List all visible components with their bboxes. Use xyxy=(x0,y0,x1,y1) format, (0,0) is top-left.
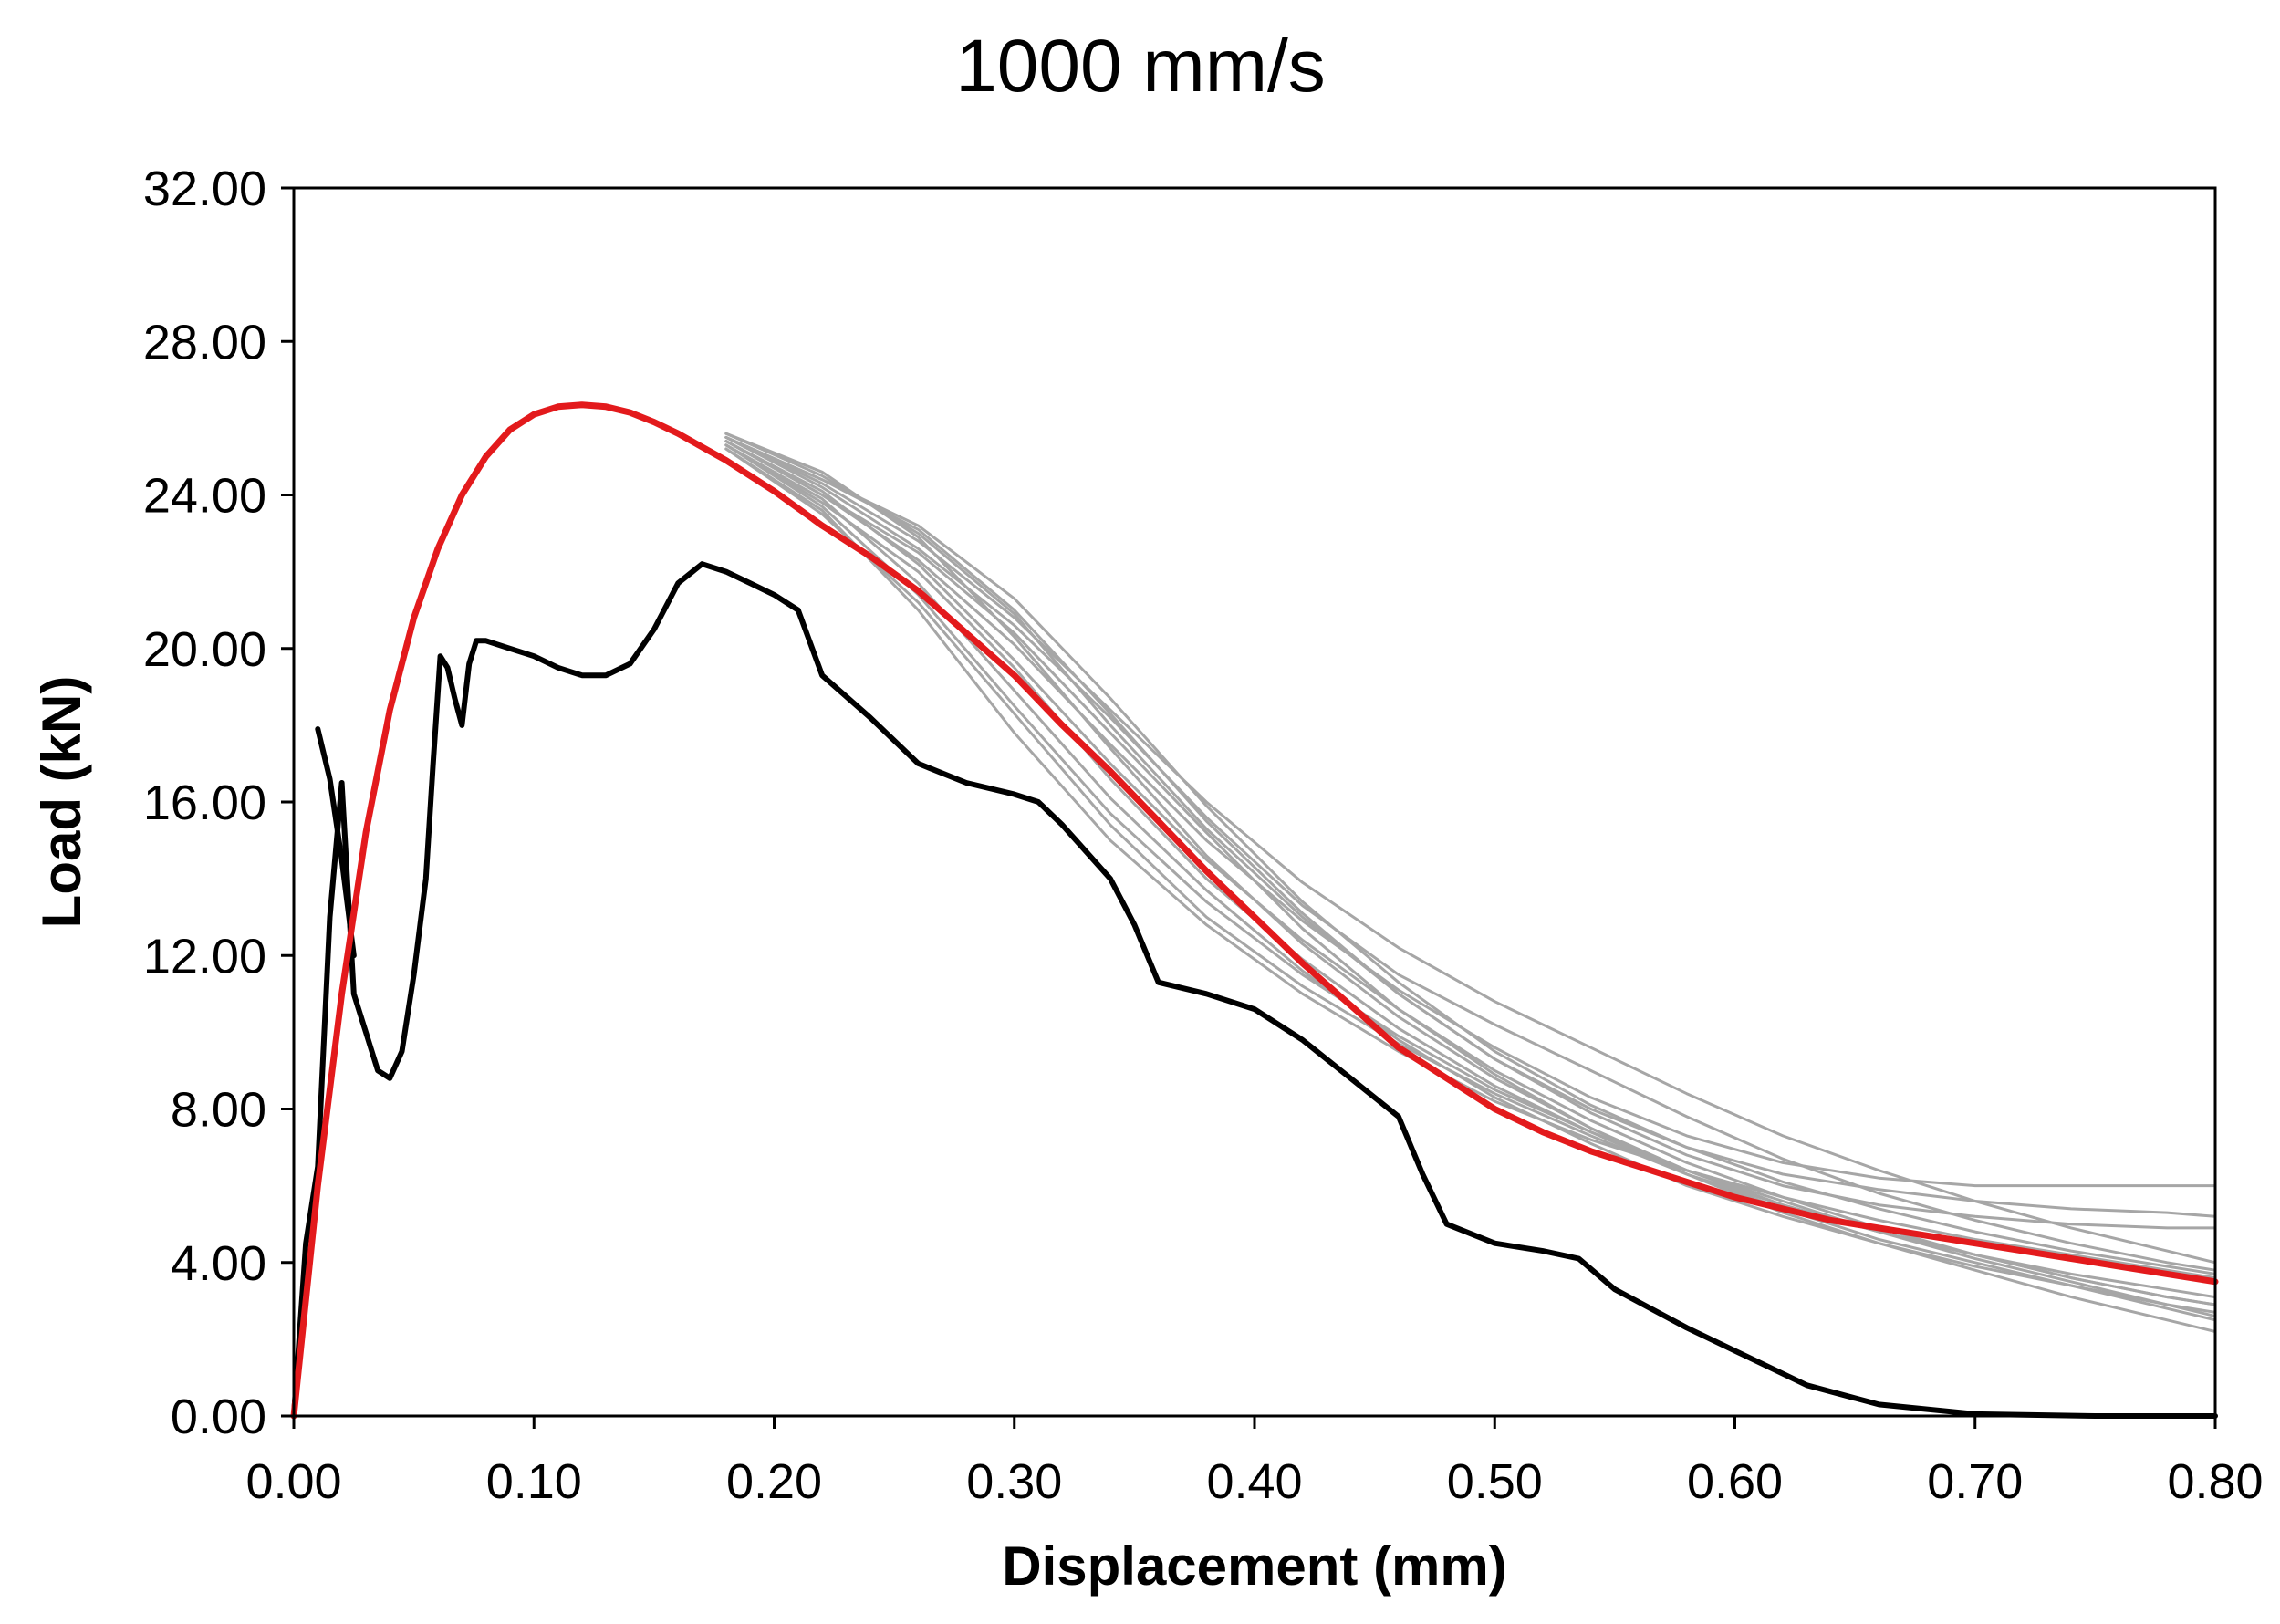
y-tick-label: 32.00 xyxy=(143,161,266,216)
series-line-gray-14 xyxy=(724,440,2217,1333)
series-line-gray-5 xyxy=(724,440,2217,1188)
x-tick-label: 0.30 xyxy=(966,1454,1062,1509)
series-line-gray-16 xyxy=(724,447,2217,1299)
x-tick-label: 0.10 xyxy=(486,1454,582,1509)
series-line-gray-10 xyxy=(724,432,2217,1230)
y-tick-label: 0.00 xyxy=(171,1390,266,1444)
plot-series-group xyxy=(290,401,2219,1420)
y-tick-label: 8.00 xyxy=(171,1083,266,1138)
series-line-black-1 xyxy=(291,561,2218,1419)
y-tick-label: 4.00 xyxy=(171,1236,266,1291)
series-line-gray-13 xyxy=(724,443,2217,1318)
series-line-black-2 xyxy=(315,726,357,959)
y-tick-label: 12.00 xyxy=(143,929,266,984)
plot-area-frame xyxy=(292,186,2217,1418)
series-line-gray-12 xyxy=(724,435,2217,1265)
series-line-gray-15 xyxy=(724,435,2217,1218)
series-line-gray-7 xyxy=(724,447,2217,1280)
y-axis-ticks: 0.00 4.00 8.00 12.00 16.00 20.00 24.00 28.00 32.… xyxy=(143,161,294,1444)
series-line-gray-8 xyxy=(724,435,2217,1272)
x-tick-label: 0.50 xyxy=(1447,1454,1543,1509)
series-line-gray-9 xyxy=(724,443,2217,1322)
x-axis-label: Displacement (mm) xyxy=(1002,1536,1506,1597)
series-line-gray-3 xyxy=(724,443,2217,1314)
x-axis-ticks: 0.00 0.10 0.20 0.30 0.40 0.50 0.60 0.70 0.80 xyxy=(245,1416,2264,1509)
x-tick-label: 0.00 xyxy=(245,1454,341,1509)
x-tick-label: 0.60 xyxy=(1687,1454,1783,1509)
y-tick-label: 24.00 xyxy=(143,469,266,524)
x-tick-label: 0.40 xyxy=(1206,1454,1302,1509)
y-tick-label: 28.00 xyxy=(143,315,266,370)
chart-title: 1000 mm/s xyxy=(955,25,1326,108)
y-tick-label: 20.00 xyxy=(143,622,266,677)
y-axis-label: Load (kN) xyxy=(31,676,92,929)
y-tick-label: 16.00 xyxy=(143,776,266,830)
x-tick-label: 0.80 xyxy=(2167,1454,2263,1509)
x-tick-label: 0.20 xyxy=(726,1454,822,1509)
series-line-red-0 xyxy=(290,401,2219,1420)
x-tick-label: 0.70 xyxy=(1927,1454,2023,1509)
series-line-gray-4 xyxy=(724,435,2217,1275)
